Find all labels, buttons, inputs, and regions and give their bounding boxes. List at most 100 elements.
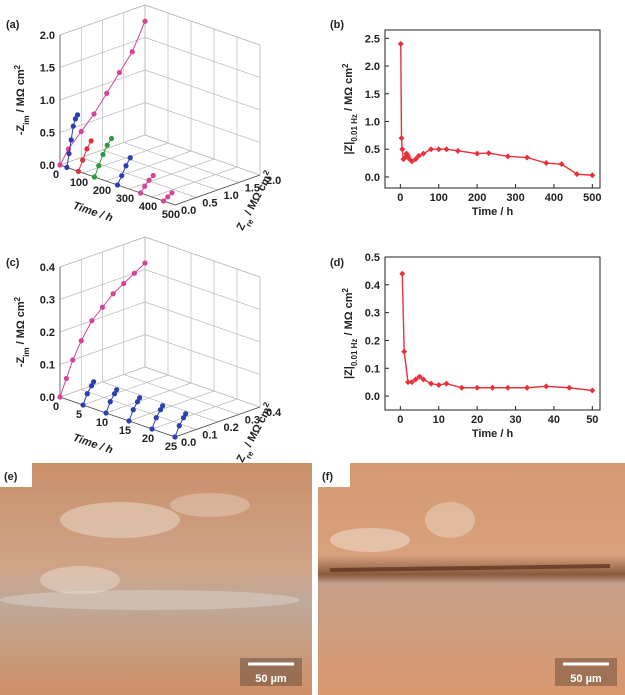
plot-frame	[384, 256, 601, 411]
data-point	[428, 380, 435, 387]
data-point	[489, 384, 496, 391]
grid-line	[144, 334, 261, 375]
label-box	[318, 463, 350, 487]
t-tick-label: 100	[70, 177, 88, 189]
data-point	[435, 146, 442, 153]
axis	[174, 174, 261, 206]
t-axis-label: Time / h	[71, 432, 114, 457]
nyquist-point	[134, 399, 141, 405]
data-point	[399, 146, 406, 153]
z-axis-label: -Zim / MΩ cm2	[13, 64, 31, 135]
data-point	[458, 384, 465, 391]
data-point	[435, 381, 442, 388]
nyquist-point	[169, 190, 175, 196]
nyquist-point	[100, 151, 106, 158]
nyquist-point	[180, 415, 187, 421]
nyquist-point	[126, 418, 132, 424]
label-box	[0, 463, 32, 487]
grid-line	[144, 366, 261, 408]
data-point	[504, 153, 511, 160]
z-tick-label: 0.4	[40, 262, 56, 274]
z-tick-label: 0.0	[40, 160, 55, 172]
z-tick-label: 0.5	[40, 128, 55, 140]
nyquist-point	[119, 173, 125, 179]
grid-line	[144, 4, 261, 46]
t-tick-label: 20	[142, 433, 154, 445]
t-tick-label: 200	[93, 185, 111, 197]
z-axis-label-part: 2	[13, 296, 22, 301]
nyquist-line	[77, 140, 92, 172]
nyquist-point	[66, 151, 72, 157]
r-tick-label: 0.3	[245, 415, 260, 427]
z-axis-label-part: / MΩ cm	[15, 69, 27, 115]
x-axis-label: Time / h	[472, 206, 514, 218]
nyquist-point	[63, 375, 69, 382]
x-tick-label: 300	[506, 192, 524, 204]
nyquist-point	[91, 174, 98, 180]
z-axis-label-part: -Z	[15, 356, 27, 367]
nyquist-point	[104, 90, 110, 96]
nyquist-point	[88, 383, 95, 389]
nyquist-point	[68, 137, 74, 143]
z-tick-label: 0.2	[40, 327, 55, 339]
data-point	[428, 146, 435, 153]
grid-line	[144, 301, 261, 343]
panel-label: (c)	[6, 257, 20, 269]
nyquist-point	[142, 260, 148, 266]
x-tick-label: 10	[433, 414, 445, 426]
r-tick-label: 1.5	[245, 183, 260, 195]
y-axis-label-part: / MΩ cm	[343, 68, 355, 114]
z-tick-label: 1.5	[40, 63, 55, 75]
y-tick-label: 0.4	[365, 280, 381, 292]
grid-line	[123, 142, 239, 183]
nyquist-point	[75, 168, 81, 174]
y-tick-label: 0.0	[365, 172, 380, 184]
data-point	[408, 158, 415, 165]
grid-line	[123, 374, 239, 415]
t-tick-label: 500	[162, 209, 180, 221]
data-point	[524, 384, 531, 391]
nyquist-point	[150, 172, 156, 179]
y-tick-label: 1.0	[365, 116, 380, 128]
y-tick-label: 0.3	[365, 308, 380, 320]
panel-label: (f)	[322, 471, 333, 483]
grid-line	[144, 269, 261, 310]
data-point	[398, 135, 405, 142]
y-tick-label: 2.5	[365, 33, 380, 45]
x-tick-label: 20	[471, 414, 483, 426]
nyquist-point	[78, 338, 84, 344]
z-axis-label-part: im	[22, 115, 31, 124]
nyquist-point	[114, 182, 121, 188]
grid-line	[102, 381, 218, 423]
nyquist-point	[72, 116, 78, 122]
nyquist-point	[111, 391, 118, 397]
nyquist-point	[160, 198, 167, 204]
z-tick-label: 0.0	[40, 392, 55, 404]
nyquist-point	[127, 155, 133, 161]
data-point	[573, 171, 580, 178]
nyquist-line	[117, 157, 131, 186]
r-axis-label-part: Z	[235, 453, 249, 465]
data-point	[415, 152, 422, 159]
r-axis-label-part: Z	[235, 221, 249, 233]
nyquist-point	[103, 410, 109, 416]
grid-line	[144, 102, 261, 143]
z-axis-label-part: 2	[13, 64, 22, 69]
y-axis-label-part: 2	[341, 287, 350, 292]
r-tick-label: 1.0	[224, 190, 239, 202]
data-point	[399, 270, 406, 277]
grid-line	[81, 389, 197, 430]
axis	[174, 406, 261, 438]
nyquist-point	[104, 142, 110, 148]
x-tick-label: 50	[586, 414, 598, 426]
photo-e	[0, 463, 312, 695]
nyquist-point	[172, 434, 178, 440]
data-point	[474, 384, 481, 391]
x-tick-label: 40	[548, 414, 560, 426]
nyquist-point	[142, 18, 148, 24]
nyquist-point	[123, 163, 129, 169]
t-tick-label: 0	[53, 169, 59, 181]
x-tick-label: 400	[545, 192, 563, 204]
y-axis-label-part: 0.01 Hz	[350, 339, 359, 367]
